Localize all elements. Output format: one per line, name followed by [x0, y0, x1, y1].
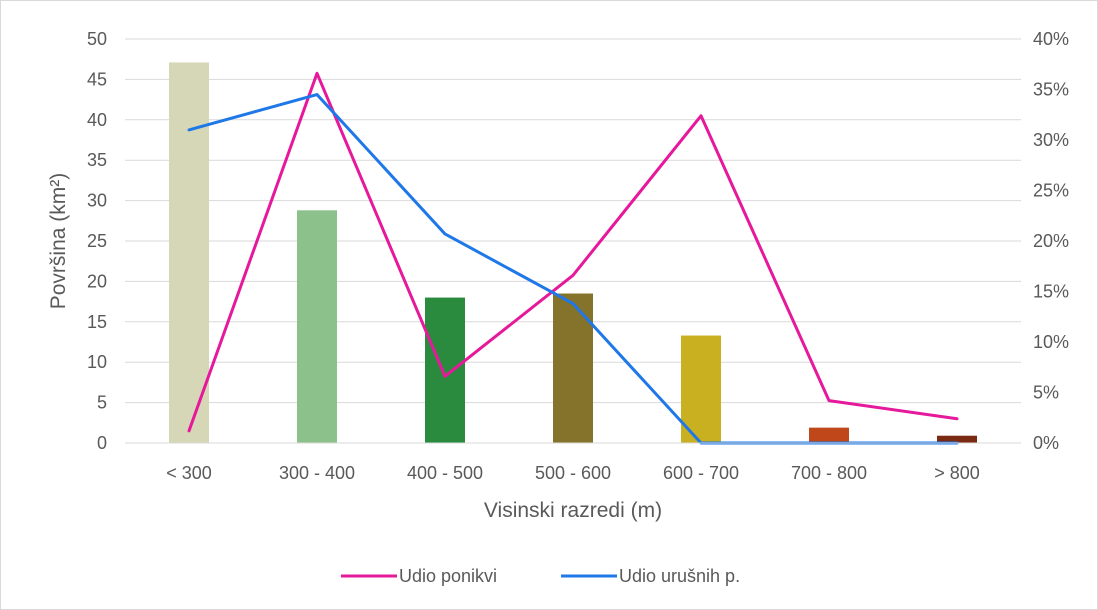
y2-tick-label: 0% [1033, 433, 1059, 453]
y-tick-label: 0 [97, 433, 107, 453]
y-tick-label: 25 [87, 231, 107, 251]
bar [553, 293, 593, 443]
x-tick-label: 600 - 700 [663, 463, 739, 483]
y-tick-label: 50 [87, 29, 107, 49]
y-axis-title: Površina (km²) [47, 173, 70, 310]
x-tick-label: 500 - 600 [535, 463, 611, 483]
y-tick-label: 30 [87, 191, 107, 211]
bar [169, 62, 209, 443]
y-tick-label: 20 [87, 271, 107, 291]
y2-tick-label: 15% [1033, 282, 1069, 302]
y-axis-ticks: 0 5 10 15 20 25 30 35 40 45 50 [87, 29, 107, 453]
y2-tick-label: 20% [1033, 231, 1069, 251]
x-tick-label: 400 - 500 [407, 463, 483, 483]
legend-label: Udio urušnih p. [619, 566, 740, 586]
bar-series [169, 62, 977, 443]
y-tick-label: 45 [87, 69, 107, 89]
bar [681, 335, 721, 443]
x-tick-label: 700 - 800 [791, 463, 867, 483]
gridlines [125, 38, 1021, 404]
y-tick-label: 10 [87, 352, 107, 372]
y-tick-label: 15 [87, 312, 107, 332]
y2-tick-label: 5% [1033, 383, 1059, 403]
y2-tick-label: 10% [1033, 332, 1069, 352]
x-axis-title: Visinski razredi (m) [484, 499, 662, 522]
y-tick-label: 5 [97, 393, 107, 413]
y2-tick-label: 40% [1033, 29, 1069, 49]
series-line [187, 71, 959, 433]
bar [937, 435, 977, 443]
y2-tick-label: 35% [1033, 80, 1069, 100]
legend: Udio ponikvi Udio urušnih p. [341, 566, 740, 586]
bar [425, 297, 465, 443]
y2-tick-label: 30% [1033, 130, 1069, 150]
x-tick-label: < 300 [166, 463, 212, 483]
y-tick-label: 35 [87, 150, 107, 170]
x-axis-ticks: < 300 300 - 400 400 - 500 500 - 600 600 - 70… [166, 463, 980, 483]
y2-tick-label: 25% [1033, 181, 1069, 201]
bar [809, 427, 849, 443]
bar [297, 210, 337, 443]
y-tick-label: 40 [87, 110, 107, 130]
legend-label: Udio ponikvi [399, 566, 497, 586]
x-tick-label: > 800 [934, 463, 980, 483]
x-tick-label: 300 - 400 [279, 463, 355, 483]
y2-axis-ticks: 0% 5% 10% 15% 20% 25% 30% 35% 40% [1033, 29, 1069, 453]
